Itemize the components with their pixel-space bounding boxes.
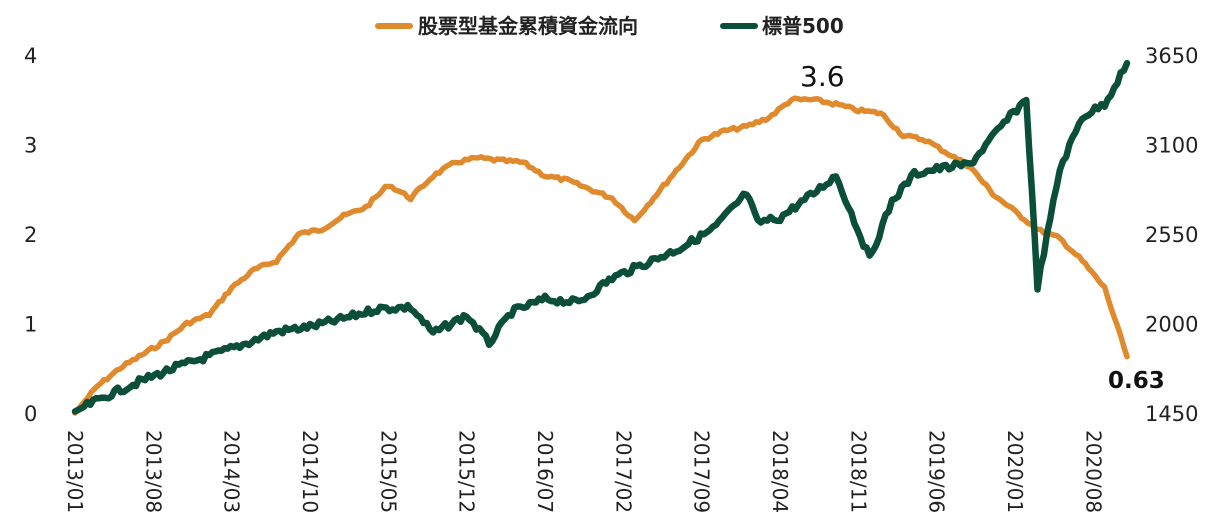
left-tick-label: 3 <box>24 134 37 158</box>
left-axis-ticks: 0 1 2 3 4 <box>24 44 37 426</box>
x-tick-label: 2018/04 <box>768 430 792 513</box>
right-tick-label: 2000 <box>1145 313 1198 337</box>
series-layer <box>71 59 1131 416</box>
left-tick-label: 0 <box>24 402 37 426</box>
x-tick-label: 2013/01 <box>63 430 87 513</box>
x-tick-label: 2014/10 <box>298 430 322 513</box>
right-tick-label: 3100 <box>1145 134 1198 158</box>
x-tick-label: 2016/07 <box>533 430 557 513</box>
right-tick-label: 2550 <box>1145 223 1198 247</box>
right-tick-label: 3650 <box>1145 44 1198 68</box>
left-tick-label: 1 <box>24 313 37 337</box>
x-tick-label: 2015/05 <box>376 430 400 513</box>
left-tick-label: 2 <box>24 223 37 247</box>
x-axis-ticks: 2013/01 2013/08 2014/03 2014/10 2015/05 2015/… <box>63 430 1105 513</box>
series-line-sp500 <box>71 59 1131 415</box>
x-tick-label: 2020/08 <box>1081 430 1105 513</box>
peak-annotation: 3.6 <box>800 60 845 93</box>
legend-label-sp500: 標普500 <box>762 14 844 38</box>
end-annotation: 0.63 <box>1108 368 1165 394</box>
x-tick-label: 2017/02 <box>611 430 635 513</box>
right-tick-label: 1450 <box>1145 402 1198 426</box>
right-axis-ticks: 1450 2000 2550 3100 3650 <box>1145 44 1198 426</box>
x-tick-label: 2020/01 <box>1003 430 1027 513</box>
legend: 股票型基金累積資金流向 標普500 <box>375 14 844 38</box>
series-line-fund-flow <box>72 95 1130 416</box>
x-tick-label: 2013/08 <box>141 430 165 513</box>
x-tick-label: 2018/11 <box>846 430 870 513</box>
left-tick-label: 4 <box>24 44 37 68</box>
x-tick-label: 2014/03 <box>220 430 244 513</box>
legend-label-fund-flow: 股票型基金累積資金流向 <box>418 14 638 38</box>
x-tick-label: 2015/12 <box>455 430 479 513</box>
x-tick-label: 2017/09 <box>690 430 714 513</box>
x-tick-label: 2019/06 <box>925 430 949 513</box>
